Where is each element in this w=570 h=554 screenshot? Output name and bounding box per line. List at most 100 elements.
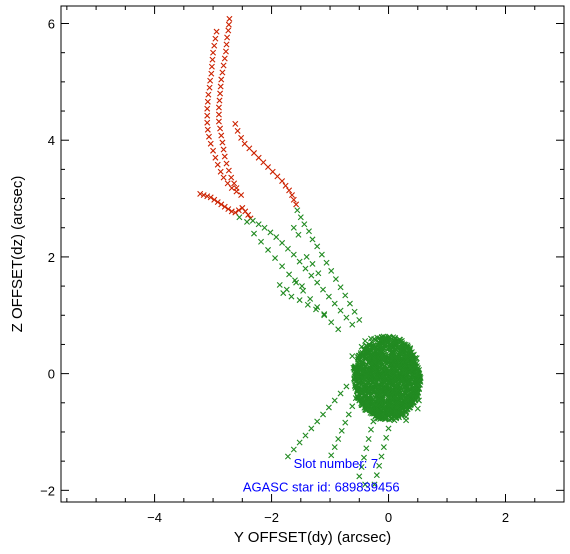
series-red-points [197,15,300,222]
data-point [393,382,400,389]
data-point [357,366,364,373]
data-point [386,410,392,417]
data-point [295,231,302,238]
y-tick-label: 0 [48,367,55,382]
data-point [399,366,406,373]
data-point [383,384,390,391]
data-point [328,452,335,459]
data-point [291,277,298,284]
data-point [293,201,300,208]
data-point [217,83,224,90]
data-point [386,395,393,402]
x-tick-label: −2 [264,510,279,525]
data-point [360,454,367,461]
data-point [302,265,309,272]
data-point [385,389,392,396]
data-point [343,314,350,321]
data-point [373,378,380,385]
data-point [358,390,365,397]
data-point [359,369,366,376]
data-point [376,462,383,469]
data-point [413,381,420,388]
data-point [234,127,241,134]
data-point [272,255,279,262]
data-point [397,351,404,358]
data-point [318,251,325,258]
data-point [377,366,384,373]
data-point [364,400,371,407]
x-tick-label: 0 [385,510,392,525]
data-point [228,208,235,215]
data-point [197,190,204,197]
data-point [367,426,374,433]
data-point [224,180,231,187]
data-point [279,263,286,270]
data-point [392,361,398,368]
data-point [204,193,211,200]
data-point [279,178,286,185]
data-point [397,406,404,413]
data-point [290,224,297,231]
data-point [381,378,388,385]
data-point [321,312,328,319]
chart-labels: Y OFFSET(dy) (arcsec) Z OFFSET(dz) (arcse… [9,176,400,546]
data-point [207,194,214,201]
data-point [228,174,235,181]
data-point [225,27,232,34]
data-point [220,62,227,69]
data-point [215,104,222,111]
data-point [363,343,370,349]
data-point [296,258,303,265]
data-point [362,481,369,488]
data-point [376,359,383,366]
data-point [212,35,219,42]
data-point [376,396,383,403]
data-point [204,112,211,119]
data-point [225,21,232,28]
data-point [205,91,212,98]
data-point [296,297,303,304]
data-point [409,376,416,383]
data-point [320,411,327,418]
data-point [352,363,359,370]
data-point [349,353,356,360]
data-point [414,405,421,412]
data-point [374,383,381,390]
data-point [416,370,423,377]
data-point [398,389,404,396]
data-point [210,147,217,154]
data-point [308,272,315,279]
data-point [315,270,322,277]
data-point [373,472,380,479]
data-point [402,358,409,365]
data-point [232,209,239,216]
data-point [302,432,309,439]
data-point [364,345,371,352]
data-point [223,160,230,167]
data-point [205,133,212,140]
data-point [265,246,272,253]
data-point [313,306,319,313]
data-point [215,118,222,125]
data-point [413,355,420,362]
y-tick-label: 4 [48,133,55,148]
data-point [309,236,316,243]
data-point [236,214,243,221]
data-point [391,377,398,384]
data-point [245,211,252,218]
data-point [212,154,219,161]
data-point [346,300,353,307]
data-point [204,98,211,105]
x-axis-label: Y OFFSET(dy) (arcsec) [234,529,391,546]
data-point [335,326,342,333]
data-point [381,376,388,383]
data-point [399,377,406,384]
annotation-label: AGASC star id: 689839456 [243,479,400,494]
data-point [379,335,386,342]
data-point [211,196,218,203]
data-point [338,427,345,434]
data-point [220,146,227,153]
data-point [370,418,377,425]
data-point [332,276,339,283]
data-point [314,279,321,286]
